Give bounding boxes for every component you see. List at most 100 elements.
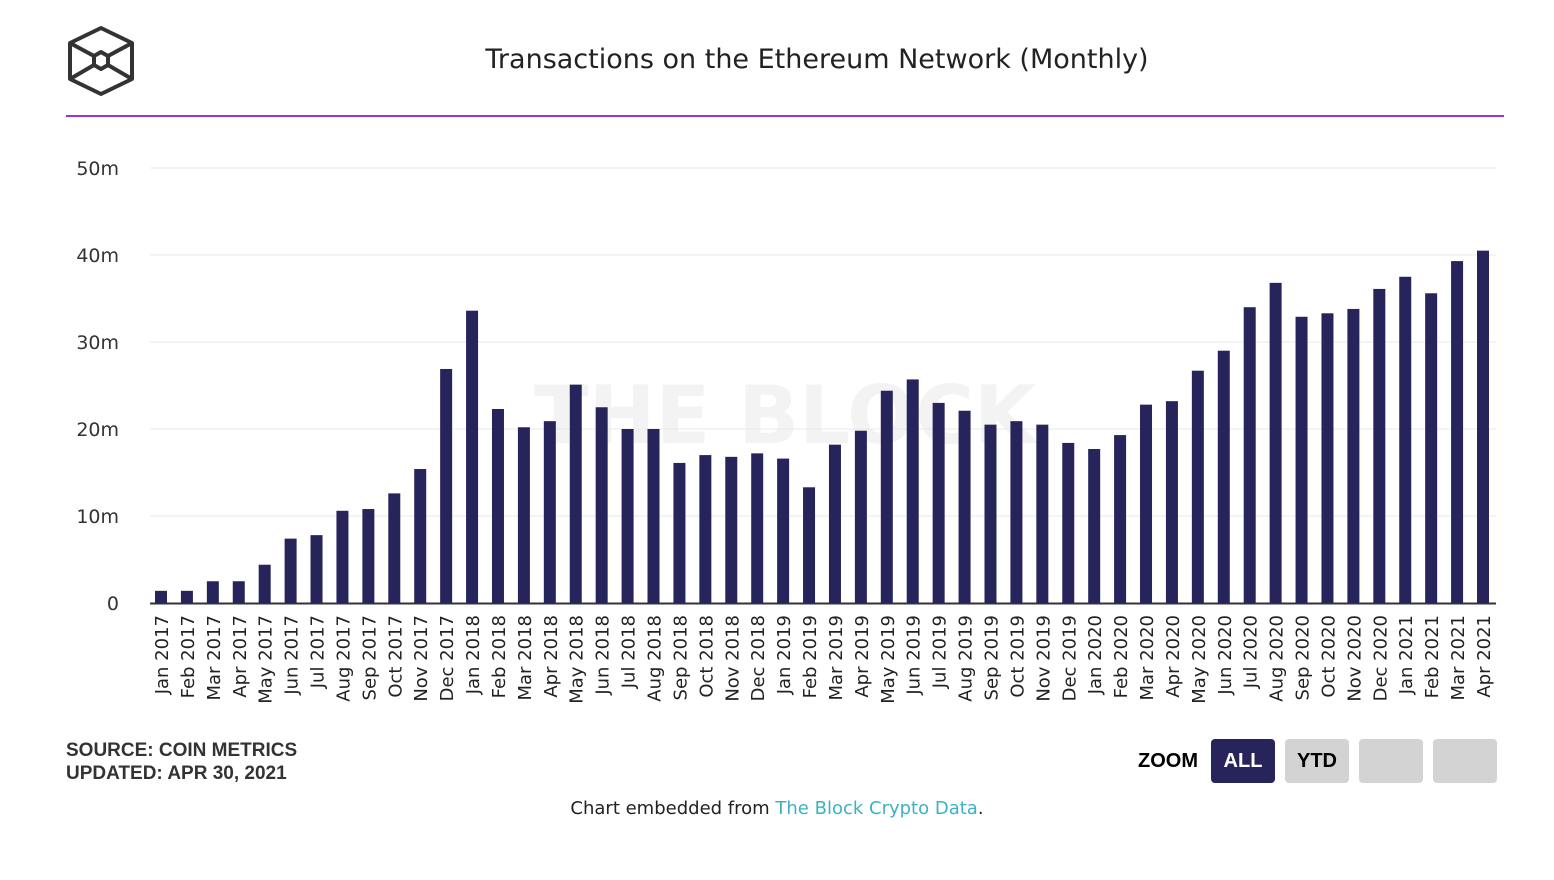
bar[interactable] (906, 379, 919, 603)
x-tick-label: Jun 2020 (1215, 615, 1236, 696)
x-tick-label: Dec 2018 (748, 615, 769, 701)
bar[interactable] (647, 429, 660, 603)
bar[interactable] (569, 384, 582, 603)
bar[interactable] (1269, 282, 1282, 603)
header-divider (66, 115, 1504, 117)
x-tick-label: Apr 2017 (230, 615, 251, 698)
x-tick-label: Jan 2019 (774, 615, 795, 695)
bar[interactable] (388, 493, 401, 603)
bar[interactable] (1399, 276, 1412, 603)
zoom-button-3[interactable] (1359, 739, 1423, 783)
x-tick-label: Mar 2017 (204, 615, 225, 701)
bar[interactable] (1140, 404, 1153, 603)
x-tick-label: Nov 2017 (411, 615, 432, 702)
x-tick-label: Jun 2018 (593, 615, 614, 696)
bar[interactable] (517, 427, 530, 603)
bar[interactable] (595, 407, 608, 603)
bar[interactable] (803, 487, 816, 603)
x-tick-label: Jul 2019 (930, 615, 951, 689)
y-tick-label: 30m (76, 332, 119, 354)
bar[interactable] (180, 590, 193, 603)
bar[interactable] (362, 509, 375, 603)
x-tick-label: Oct 2020 (1318, 615, 1339, 698)
bar[interactable] (258, 564, 271, 603)
y-tick-label: 50m (76, 158, 119, 180)
bar[interactable] (1477, 250, 1489, 603)
bar[interactable] (1451, 261, 1464, 603)
x-tick-label: Apr 2020 (1163, 615, 1184, 698)
x-tick-label: Dec 2017 (437, 615, 458, 701)
x-tick-label: Feb 2017 (178, 615, 199, 698)
x-tick-label: Aug 2018 (645, 615, 666, 702)
updated-text: UPDATED: APR 30, 2021 (66, 763, 287, 784)
bar[interactable] (1062, 442, 1075, 603)
zoom-button-4[interactable] (1433, 739, 1497, 783)
bar[interactable] (491, 408, 504, 603)
bar[interactable] (958, 410, 971, 603)
bar[interactable] (1114, 435, 1127, 603)
x-tick-label: May 2017 (256, 615, 277, 704)
bar[interactable] (725, 456, 738, 603)
x-tick-label: Feb 2019 (800, 615, 821, 698)
x-tick-label: Dec 2019 (1059, 615, 1080, 701)
bar[interactable] (440, 368, 453, 603)
bar[interactable] (466, 310, 479, 603)
x-tick-label: Jul 2017 (308, 615, 329, 689)
credit-line: Chart embedded from The Block Crypto Dat… (0, 798, 1554, 819)
bar[interactable] (880, 390, 893, 603)
bar[interactable] (1191, 370, 1204, 603)
the-block-logo (68, 26, 134, 96)
x-tick-label: Mar 2020 (1137, 615, 1158, 701)
bar[interactable] (155, 590, 167, 603)
x-tick-label: Oct 2019 (1007, 615, 1028, 698)
bar[interactable] (984, 424, 997, 603)
bar[interactable] (1165, 401, 1178, 603)
watermark: THE BLOCK (534, 369, 1039, 462)
bar[interactable] (1243, 307, 1256, 603)
bar[interactable] (1010, 421, 1023, 603)
bar[interactable] (1295, 316, 1308, 603)
x-tick-label: Sep 2018 (670, 615, 691, 700)
bar[interactable] (336, 510, 349, 603)
x-tick-label: Nov 2020 (1344, 615, 1365, 702)
bar[interactable] (673, 462, 686, 603)
bar[interactable] (828, 444, 841, 603)
x-tick-label: Jan 2017 (152, 615, 173, 695)
bar[interactable] (1217, 350, 1230, 603)
x-tick-label: Jul 2018 (619, 615, 640, 689)
x-tick-label: Aug 2017 (333, 615, 354, 702)
bar[interactable] (932, 402, 945, 603)
bar[interactable] (1373, 288, 1386, 603)
bar[interactable] (1425, 293, 1438, 603)
bar[interactable] (699, 455, 712, 603)
zoom-ytd-button[interactable]: YTD (1285, 739, 1349, 783)
zoom-label: ZOOM (1138, 750, 1198, 772)
x-tick-label: Jun 2019 (904, 615, 925, 696)
bar[interactable] (621, 429, 634, 603)
bar[interactable] (543, 421, 556, 603)
bar[interactable] (777, 458, 790, 603)
zoom-all-button[interactable]: ALL (1211, 739, 1275, 783)
bar[interactable] (1088, 449, 1101, 603)
bar[interactable] (284, 538, 297, 603)
bar[interactable] (1321, 313, 1334, 603)
y-tick-label: 40m (76, 245, 119, 267)
x-tick-label: Sep 2020 (1293, 615, 1314, 700)
x-tick-label: Feb 2020 (1111, 615, 1132, 698)
bar[interactable] (854, 430, 867, 603)
x-tick-label: Mar 2018 (515, 615, 536, 701)
x-tick-label: Feb 2021 (1422, 615, 1443, 698)
bar[interactable] (414, 469, 427, 603)
bar[interactable] (751, 453, 764, 603)
x-tick-label: Feb 2018 (489, 615, 510, 698)
chart-title: Transactions on the Ethereum Network (Mo… (485, 44, 1149, 75)
x-tick-label: Jan 2021 (1396, 615, 1417, 695)
the-block-data-link[interactable]: The Block Crypto Data (775, 798, 978, 819)
bar[interactable] (232, 581, 245, 603)
bar[interactable] (206, 581, 219, 603)
bar[interactable] (310, 535, 323, 603)
bar[interactable] (1036, 424, 1049, 603)
bar[interactable] (1347, 308, 1360, 603)
x-tick-label: May 2018 (567, 615, 588, 704)
